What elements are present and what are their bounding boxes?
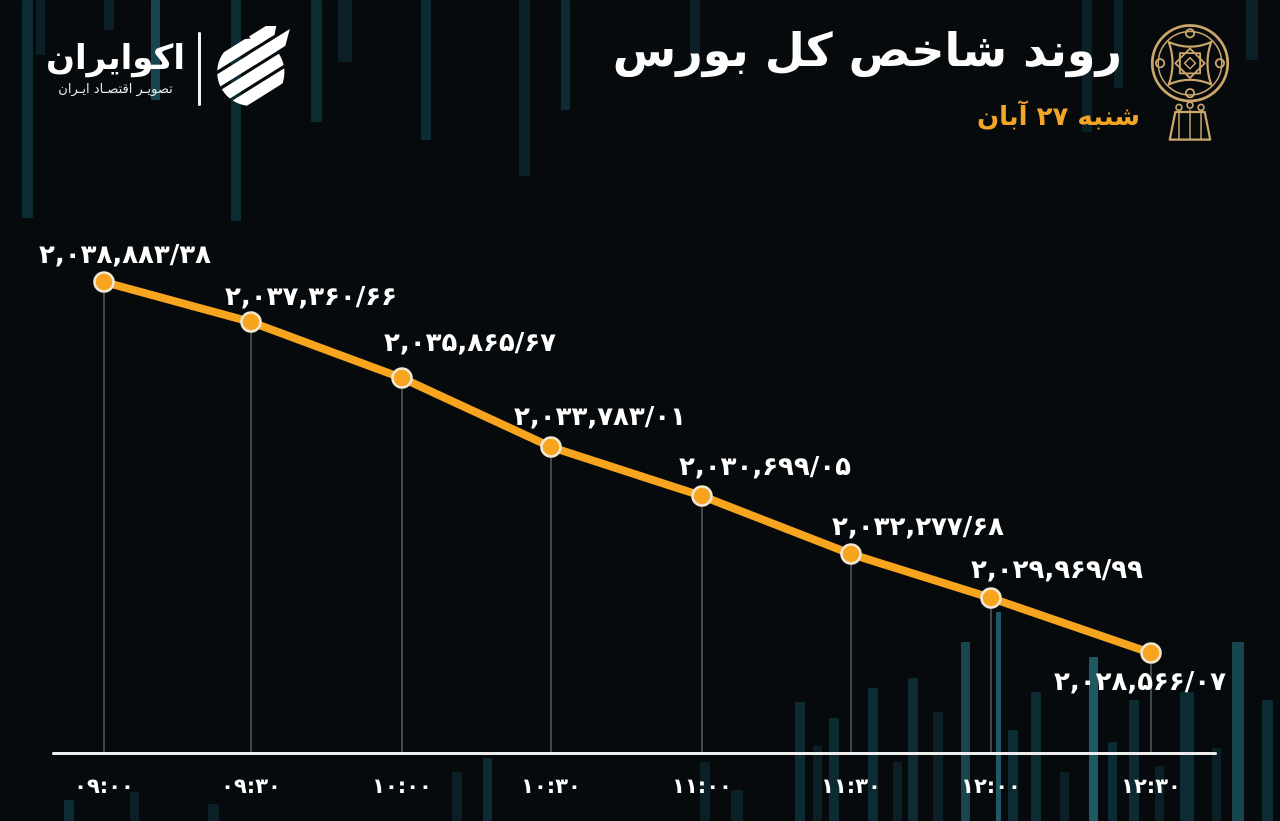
x-tick-label: ۱۱:۳۰ bbox=[821, 774, 881, 798]
chart-point bbox=[980, 587, 1002, 609]
bg-candle-bar bbox=[130, 792, 139, 821]
bg-candle-bar bbox=[795, 702, 805, 821]
value-label: ۲,۰۳۲,۲۷۷/۶۸ bbox=[831, 512, 1005, 542]
bg-candle-bar bbox=[996, 612, 1001, 821]
bg-candle-bar bbox=[700, 762, 710, 821]
x-tick-label: ۱۲:۳۰ bbox=[1121, 774, 1181, 798]
bg-candle-bar bbox=[338, 0, 352, 62]
x-tick-label: ۱۲:۰۰ bbox=[961, 774, 1021, 798]
bg-candle-bar bbox=[1108, 742, 1117, 821]
x-tick-label: ۰۹:۳۰ bbox=[221, 774, 281, 798]
bg-candle-bar bbox=[561, 0, 570, 110]
bg-candle-bar bbox=[1129, 700, 1139, 821]
chart-point bbox=[240, 311, 262, 333]
bg-candle-bar bbox=[1031, 692, 1041, 821]
bg-candle-bar bbox=[519, 0, 530, 176]
page-title: روند شاخص کل بورس bbox=[612, 23, 1122, 77]
value-label: ۲,۰۳۰,۶۹۹/۰۵ bbox=[678, 452, 852, 482]
bg-candle-bar bbox=[36, 0, 45, 55]
bg-candle-bar bbox=[961, 642, 970, 821]
bg-candle-bar bbox=[151, 0, 160, 100]
chart-point bbox=[1140, 642, 1162, 664]
x-tick-label: ۰۹:۰۰ bbox=[74, 774, 134, 798]
bg-candle-bar bbox=[421, 0, 431, 140]
index-trend-line bbox=[100, 278, 1155, 657]
bg-candle-bar bbox=[1114, 0, 1123, 88]
bg-candle-bar bbox=[893, 762, 902, 821]
bg-candle-bar bbox=[483, 758, 492, 821]
value-label: ۲,۰۳۸,۸۸۳/۳۸ bbox=[38, 240, 212, 270]
x-axis-line bbox=[52, 752, 1217, 755]
bg-candle-bar bbox=[829, 718, 839, 821]
chart-point bbox=[391, 367, 413, 389]
chart-point bbox=[540, 436, 562, 458]
bg-candle-bar bbox=[22, 0, 33, 218]
value-label: ۲,۰۲۸,۵۶۶/۰۷ bbox=[1053, 667, 1227, 697]
date-label: شنبه ۲۷ آبان bbox=[976, 102, 1140, 132]
bg-candle-bar bbox=[1155, 766, 1164, 821]
bg-candle-bar bbox=[813, 746, 822, 821]
chart-point bbox=[691, 485, 713, 507]
bg-candle-bar bbox=[1082, 0, 1092, 132]
bg-candle-bar bbox=[311, 0, 322, 122]
bg-candle-bar bbox=[1089, 657, 1098, 821]
brand-logo: اکوایران تصویـر اقتصـاد ایـران bbox=[46, 26, 294, 112]
x-tick-label: ۱۰:۰۰ bbox=[372, 774, 432, 798]
value-label: ۲,۰۳۵,۸۶۵/۶۷ bbox=[383, 328, 557, 358]
brand-separator bbox=[198, 32, 201, 106]
brand-name: اکوایران bbox=[46, 38, 185, 79]
ecoiran-globe-icon bbox=[214, 26, 294, 112]
bg-candle-bar bbox=[933, 712, 943, 821]
bg-candle-bar bbox=[731, 790, 743, 821]
chart-point bbox=[93, 271, 115, 293]
bg-candle-bar bbox=[208, 804, 219, 821]
bg-candle-bar bbox=[452, 772, 462, 821]
bg-candle-bar bbox=[1262, 700, 1273, 821]
brand-text: اکوایران تصویـر اقتصـاد ایـران bbox=[46, 38, 185, 97]
bg-candle-bar bbox=[104, 0, 114, 30]
brand-tagline: تصویـر اقتصـاد ایـران bbox=[58, 81, 173, 97]
bg-candle-bar bbox=[908, 678, 918, 821]
bg-candle-bar bbox=[231, 0, 241, 221]
value-label: ۲,۰۳۳,۷۸۳/۰۱ bbox=[513, 402, 687, 432]
x-tick-label: ۱۰:۳۰ bbox=[521, 774, 581, 798]
bg-candle-bar bbox=[1232, 642, 1244, 821]
x-tick-label: ۱۱:۰۰ bbox=[672, 774, 732, 798]
bg-candle-bar bbox=[1008, 730, 1018, 821]
value-label: ۲,۰۲۹,۹۶۹/۹۹ bbox=[970, 555, 1144, 585]
bg-candle-bar bbox=[1060, 772, 1069, 821]
bg-candle-bar bbox=[1212, 748, 1221, 821]
chart-point bbox=[840, 543, 862, 565]
bg-candle-bar bbox=[1180, 692, 1194, 821]
bg-candle-bar bbox=[690, 0, 700, 70]
bg-candle-bar bbox=[64, 800, 74, 821]
bg-candle-bar bbox=[1246, 0, 1258, 60]
tse-emblem-icon bbox=[1150, 24, 1230, 141]
value-label: ۲,۰۳۷,۳۶۰/۶۶ bbox=[224, 282, 398, 312]
